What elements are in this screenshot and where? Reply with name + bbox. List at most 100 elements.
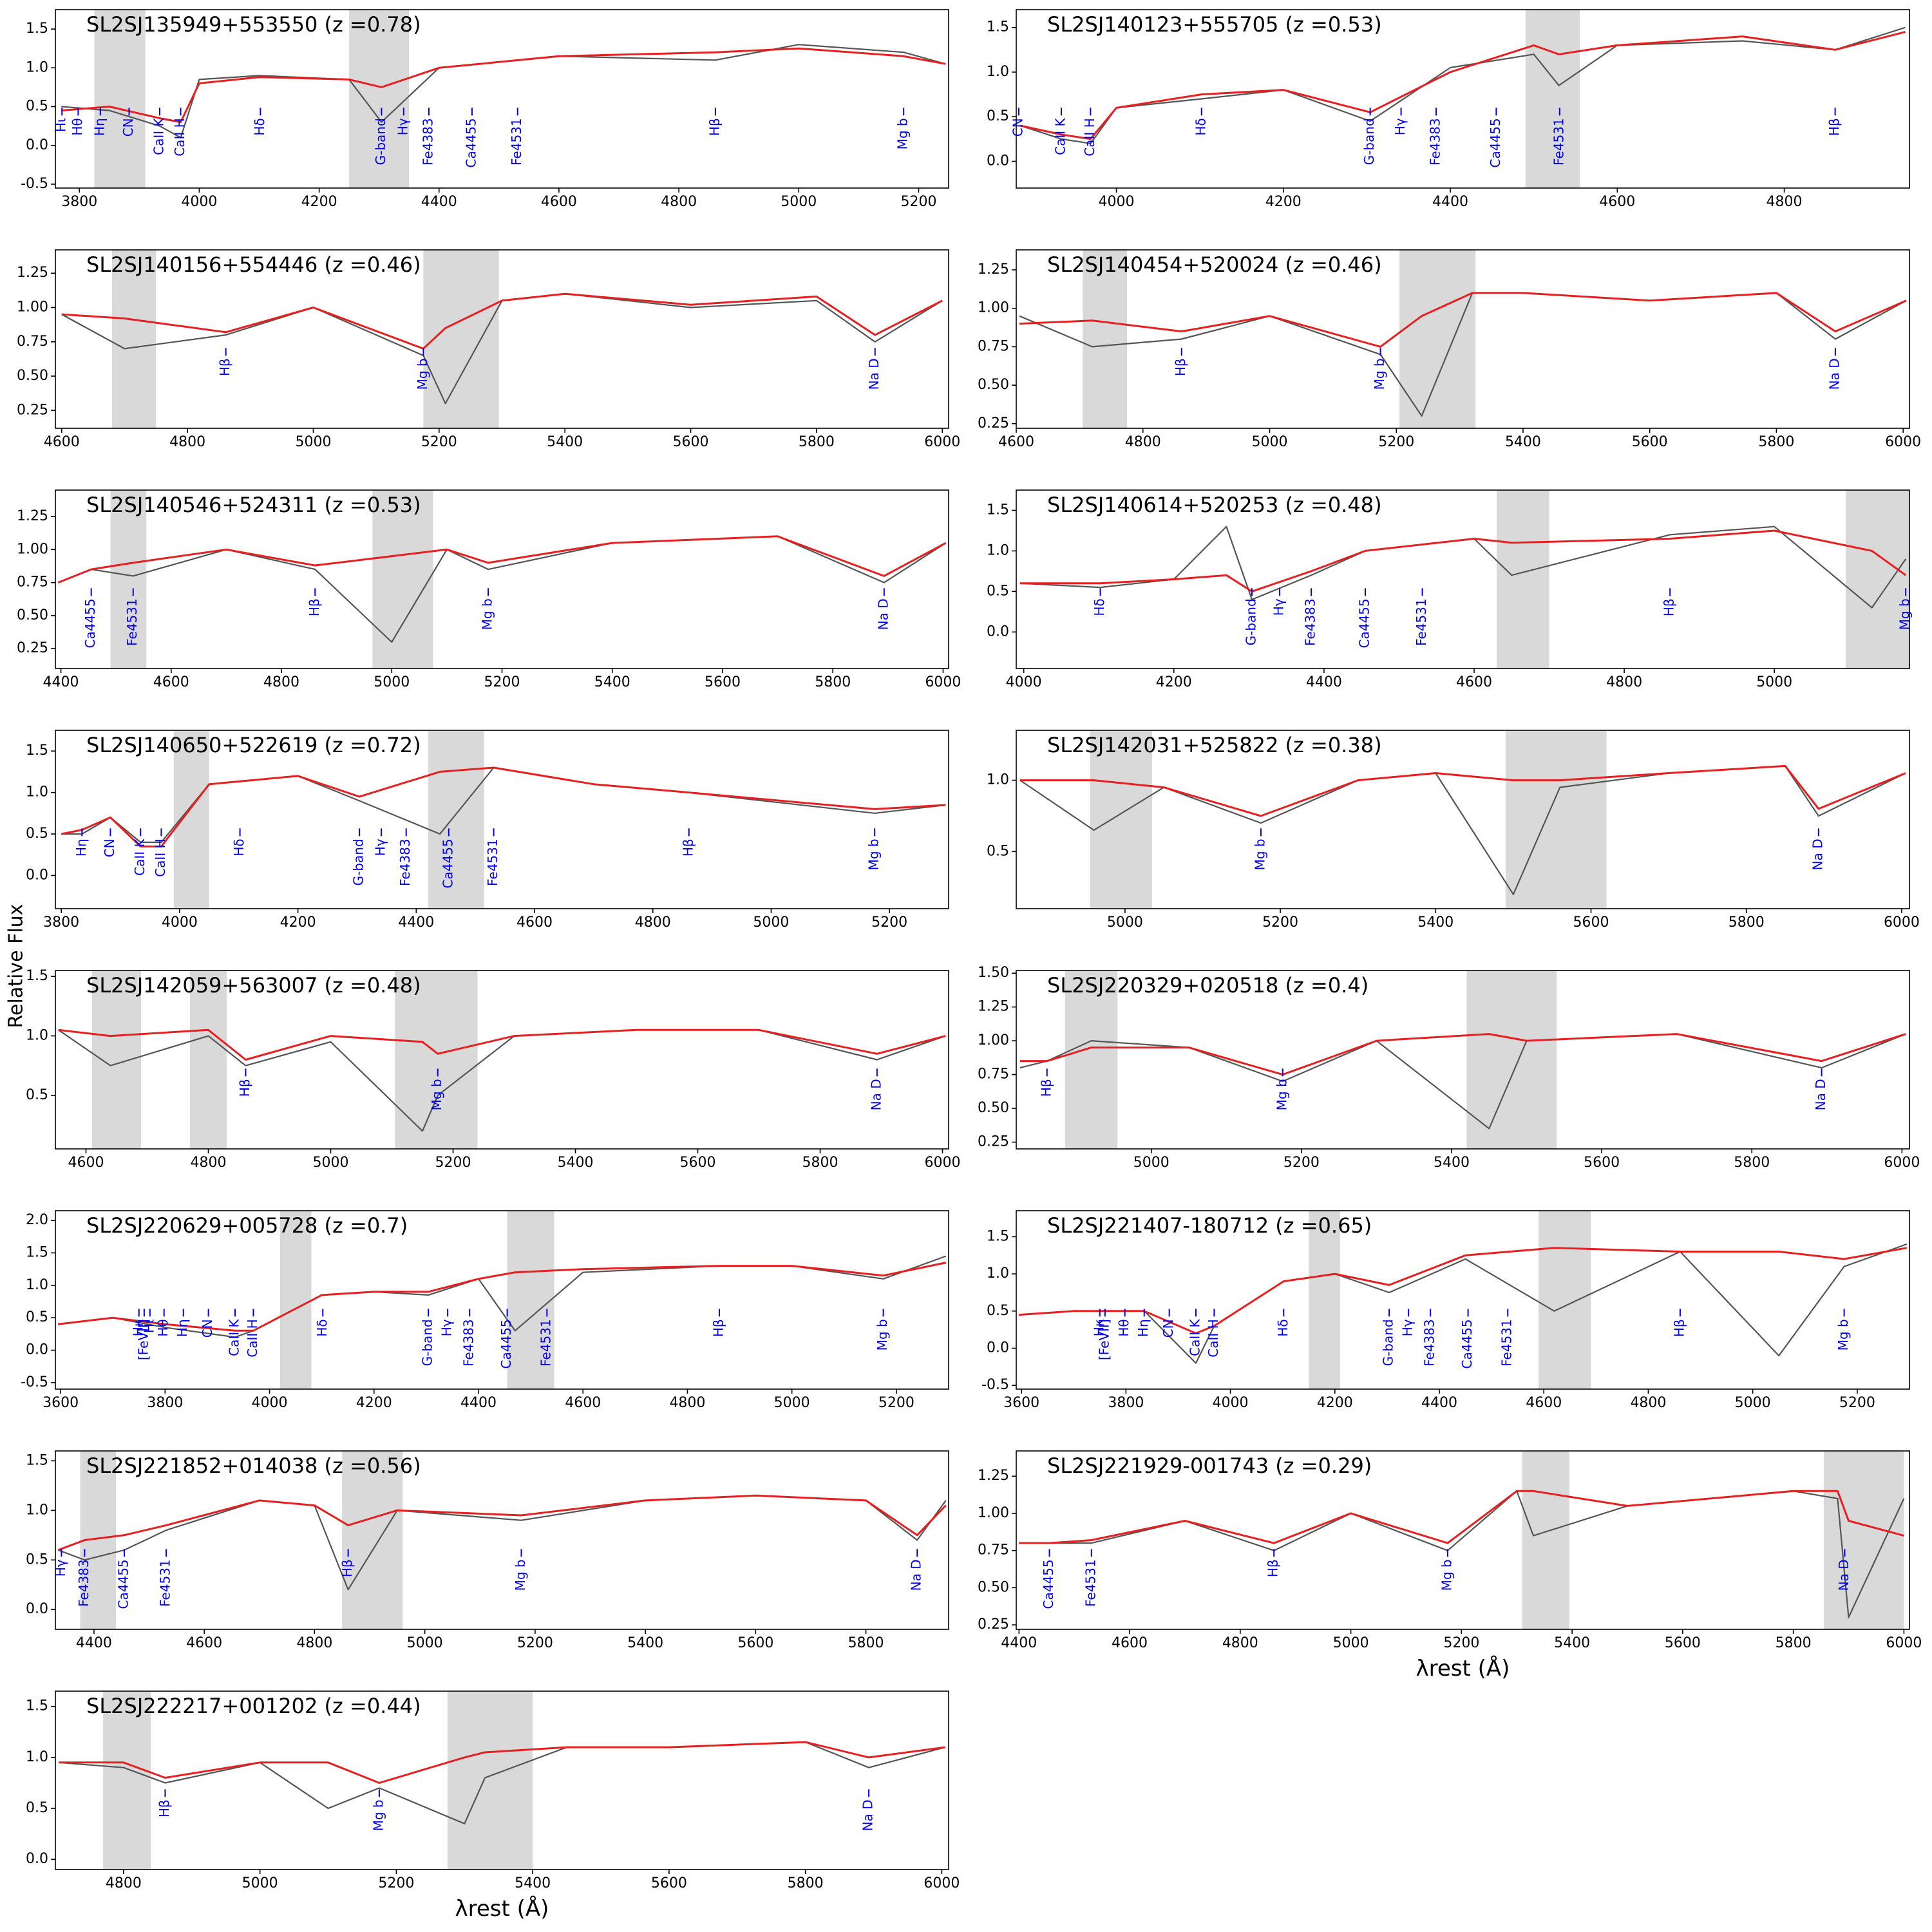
line-label: Hβ <box>156 1799 172 1817</box>
x-tick-label: 5000 <box>1756 674 1792 690</box>
x-tick-label: 5000 <box>295 434 331 450</box>
line-label: Mg b <box>875 1319 890 1350</box>
y-tick-label: 1.5 <box>26 743 48 759</box>
line-label: Ca4455 <box>82 598 98 648</box>
x-tick-label: 4000 <box>1213 1395 1249 1411</box>
line-label: Ca4455 <box>463 118 478 167</box>
y-tick-label: 0.25 <box>17 640 48 656</box>
line-label: Fe4531 <box>1083 1559 1098 1607</box>
x-tick-label: 4800 <box>1606 674 1642 690</box>
x-tick-label: 4400 <box>1306 674 1342 690</box>
y-tick-label: 1.0 <box>26 1277 48 1293</box>
masked-band <box>447 1691 533 1870</box>
line-label: Na D <box>866 358 882 390</box>
line-label: Fe4383 <box>461 1319 477 1367</box>
y-tick-label: 0.25 <box>978 1134 1009 1150</box>
y-tick-label: 0.5 <box>26 99 48 115</box>
axes-frame <box>1016 1450 1910 1630</box>
x-tick-label: 6000 <box>924 434 960 450</box>
y-tick-label: 0.25 <box>978 415 1009 431</box>
panel-title: SL2SJ140650+522619 (z =0.72) <box>86 733 421 757</box>
x-tick-label: 5000 <box>1735 1395 1771 1411</box>
x-tick-label: 5000 <box>374 674 410 690</box>
x-tick-label: 5400 <box>1505 434 1541 450</box>
x-tick-label: 5000 <box>1251 434 1287 450</box>
x-tick-label: 5800 <box>1734 1155 1770 1171</box>
masked-band <box>94 10 146 188</box>
y-tick-label: 1.50 <box>978 965 1009 981</box>
y-tick-label: 1.00 <box>978 1032 1009 1048</box>
y-tick-label: -0.5 <box>21 1374 48 1390</box>
panel-title: SL2SJ140614+520253 (z =0.48) <box>1047 493 1382 517</box>
masked-band <box>1522 1451 1569 1629</box>
y-tick-label: 2.0 <box>26 1212 48 1228</box>
y-tick-label: 0.5 <box>987 843 1009 859</box>
y-tick-label: 1.00 <box>17 299 48 315</box>
y-tick-label: 0.5 <box>26 1087 48 1103</box>
y-tick-label: 1.5 <box>987 19 1009 35</box>
line-label: Hβ <box>1038 1079 1054 1097</box>
line-label: CN <box>1160 1319 1176 1338</box>
x-tick-label: 5200 <box>1283 1155 1320 1171</box>
y-tick-label: 0.0 <box>987 623 1009 639</box>
observed-spectrum <box>1019 1243 1908 1364</box>
line-label: Hβ <box>217 358 232 376</box>
x-axis-label: λrest (Å) <box>455 1895 549 1922</box>
line-label: Hθ <box>70 118 85 135</box>
line-label: Mg b <box>866 838 882 870</box>
masked-band <box>1539 1211 1591 1389</box>
axes-frame <box>1016 249 1910 429</box>
x-tick-label: 4600 <box>68 1155 104 1171</box>
line-label: CaII K <box>227 1318 242 1356</box>
x-tick-label: 4800 <box>1766 194 1803 210</box>
line-label: Hδ <box>231 838 247 856</box>
x-tick-label: 6000 <box>1885 434 1921 450</box>
line-label: Fe4383 <box>1428 118 1443 166</box>
masked-band <box>1466 971 1557 1149</box>
line-label: G-band <box>1381 1319 1396 1366</box>
line-label: Hβ <box>680 838 696 857</box>
line-label: CN <box>102 838 117 857</box>
x-tick-label: 4400 <box>398 914 434 931</box>
line-label: Mg b <box>1252 838 1267 870</box>
x-tick-label: 5600 <box>1573 914 1609 931</box>
x-tick-label: 4000 <box>1006 674 1042 690</box>
line-label: Fe4383 <box>420 118 435 166</box>
x-tick-label: 5000 <box>774 1395 810 1411</box>
x-tick-label: 3600 <box>43 1395 79 1411</box>
line-label: CN <box>200 1319 215 1338</box>
line-label: CaII H <box>1206 1319 1221 1357</box>
line-label: CaII H <box>172 118 187 156</box>
line-label: G-band <box>420 1319 435 1366</box>
x-tick-label: 6000 <box>1884 914 1920 931</box>
x-tick-label: 5200 <box>517 1635 553 1651</box>
axes-frame <box>55 1690 949 1870</box>
model-spectrum <box>1019 529 1907 592</box>
y-tick-label: 0.5 <box>26 1551 48 1567</box>
x-tick-label: 4200 <box>1156 674 1192 690</box>
line-label: Hδ <box>1275 1319 1291 1336</box>
x-tick-label: 4200 <box>1317 1395 1353 1411</box>
line-label: Hη <box>1135 1319 1151 1337</box>
y-tick-label: 0.50 <box>978 377 1009 393</box>
line-label: Hη <box>175 1319 190 1337</box>
masked-band <box>507 1211 554 1389</box>
x-tick-label: 4400 <box>43 674 79 690</box>
y-tick-label: 0.0 <box>26 137 48 153</box>
line-label: Fe4531 <box>1551 118 1566 166</box>
plot-area <box>61 250 943 428</box>
y-tick-label: 0.50 <box>17 368 48 384</box>
model-spectrum <box>1019 1490 1904 1544</box>
masked-band <box>1845 490 1909 668</box>
line-label: Ca4455 <box>440 838 455 888</box>
line-label: Na D <box>1813 1079 1828 1110</box>
x-tick-label: 5800 <box>1758 434 1794 450</box>
line-label: Fe4531 <box>538 1319 554 1367</box>
line-label: Fe4531 <box>485 838 500 886</box>
x-tick-label: 4400 <box>1001 1635 1037 1651</box>
x-tick-label: 5400 <box>515 1875 551 1891</box>
x-tick-label: 5400 <box>1417 914 1454 931</box>
plot-area <box>1019 490 1909 668</box>
line-label: CaII K <box>132 838 147 875</box>
